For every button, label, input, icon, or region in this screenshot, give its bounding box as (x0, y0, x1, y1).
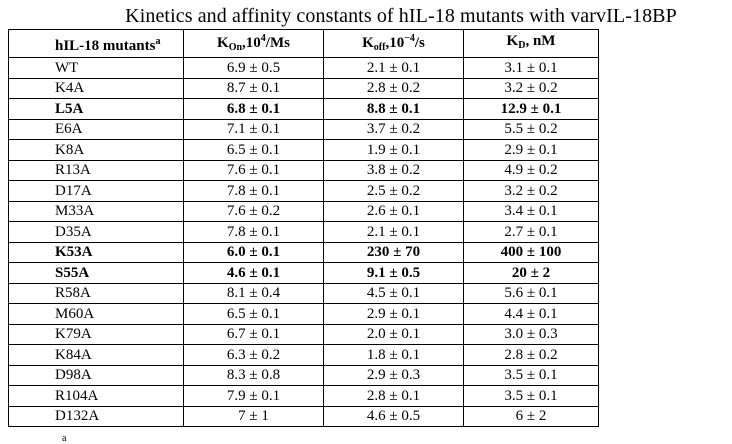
table-row: R13A 7.6 ± 0.1 3.8 ± 0.2 4.9 ± 0.2 (8, 159, 599, 181)
table-row: D132A 7 ± 1 4.6 ± 0.5 6 ± 2 (8, 405, 599, 427)
cell-mutant: D98A (8, 364, 184, 386)
table-row: R104A 7.9 ± 0.1 2.8 ± 0.1 3.5 ± 0.1 (8, 385, 599, 407)
cell-kon: 7.8 ± 0.1 (183, 180, 324, 202)
kinetics-table: hIL-18 mutantsa KOn,104/Ms Koff,10−4/s K… (8, 29, 599, 427)
cell-kon: 7.8 ± 0.1 (183, 221, 324, 243)
table-row: K79A 6.7 ± 0.1 2.0 ± 0.1 3.0 ± 0.3 (8, 323, 599, 345)
table-header-row: hIL-18 mutantsa KOn,104/Ms Koff,10−4/s K… (8, 29, 599, 58)
cell-koff: 2.9 ± 0.3 (323, 364, 464, 386)
cell-koff: 3.8 ± 0.2 (323, 159, 464, 181)
cell-kd: 5.5 ± 0.2 (463, 118, 599, 140)
cell-kon: 6.3 ± 0.2 (183, 344, 324, 366)
cell-mutant: D132A (8, 405, 184, 427)
table-row: WT 6.9 ± 0.5 2.1 ± 0.1 3.1 ± 0.1 (8, 57, 599, 79)
cell-koff: 2.6 ± 0.1 (323, 200, 464, 222)
table-row: M33A 7.6 ± 0.2 2.6 ± 0.1 3.4 ± 0.1 (8, 200, 599, 222)
cell-mutant: WT (8, 57, 184, 79)
cell-kon: 6.5 ± 0.1 (183, 303, 324, 325)
cell-mutant: D35A (8, 221, 184, 243)
cell-koff: 2.8 ± 0.1 (323, 385, 464, 407)
cell-kd: 3.2 ± 0.2 (463, 77, 599, 99)
table-row: R58A 8.1 ± 0.4 4.5 ± 0.1 5.6 ± 0.1 (8, 282, 599, 304)
cell-kon: 7.6 ± 0.2 (183, 200, 324, 222)
cell-mutant: L5A (8, 98, 184, 120)
cell-mutant: R58A (8, 282, 184, 304)
cell-mutant: R13A (8, 159, 184, 181)
table-row: M60A 6.5 ± 0.1 2.9 ± 0.1 4.4 ± 0.1 (8, 303, 599, 325)
header-kd: KD, nM (463, 29, 599, 58)
cell-mutant: M33A (8, 200, 184, 222)
cell-kon: 8.1 ± 0.4 (183, 282, 324, 304)
cell-kd: 3.0 ± 0.3 (463, 323, 599, 345)
cell-kd: 400 ± 100 (463, 241, 599, 263)
cell-kon: 7.6 ± 0.1 (183, 159, 324, 181)
cell-kd: 3.5 ± 0.1 (463, 364, 599, 386)
cell-mutant: S55A (8, 262, 184, 284)
table-row: D98A 8.3 ± 0.8 2.9 ± 0.3 3.5 ± 0.1 (8, 364, 599, 386)
cell-koff: 2.5 ± 0.2 (323, 180, 464, 202)
table-row: K8A 6.5 ± 0.1 1.9 ± 0.1 2.9 ± 0.1 (8, 139, 599, 161)
cell-kon: 6.9 ± 0.5 (183, 57, 324, 79)
cell-kd: 2.8 ± 0.2 (463, 344, 599, 366)
cell-koff: 2.1 ± 0.1 (323, 57, 464, 79)
cell-koff: 1.9 ± 0.1 (323, 139, 464, 161)
table-row: D35A 7.8 ± 0.1 2.1 ± 0.1 2.7 ± 0.1 (8, 221, 599, 243)
cell-kon: 7 ± 1 (183, 405, 324, 427)
cell-mutant: R104A (8, 385, 184, 407)
cell-kd: 2.9 ± 0.1 (463, 139, 599, 161)
cell-mutant: K4A (8, 77, 184, 99)
cell-koff: 4.5 ± 0.1 (323, 282, 464, 304)
cell-mutant: M60A (8, 303, 184, 325)
cell-kon: 4.6 ± 0.1 (183, 262, 324, 284)
cell-kd: 6 ± 2 (463, 405, 599, 427)
table-row: K4A 8.7 ± 0.1 2.8 ± 0.2 3.2 ± 0.2 (8, 77, 599, 99)
cell-koff: 2.8 ± 0.2 (323, 77, 464, 99)
table-row: E6A 7.1 ± 0.1 3.7 ± 0.2 5.5 ± 0.2 (8, 118, 599, 140)
cell-koff: 2.9 ± 0.1 (323, 303, 464, 325)
cell-koff: 2.1 ± 0.1 (323, 221, 464, 243)
footnote-superscript: a (155, 35, 161, 47)
cell-kon: 6.7 ± 0.1 (183, 323, 324, 345)
cell-kd: 3.4 ± 0.1 (463, 200, 599, 222)
cell-kon: 7.1 ± 0.1 (183, 118, 324, 140)
cell-koff: 230 ± 70 (323, 241, 464, 263)
table-row: L5A 6.8 ± 0.1 8.8 ± 0.1 12.9 ± 0.1 (8, 98, 599, 120)
cell-koff: 4.6 ± 0.5 (323, 405, 464, 427)
cell-kd: 3.2 ± 0.2 (463, 180, 599, 202)
cell-mutant: E6A (8, 118, 184, 140)
cell-kd: 3.1 ± 0.1 (463, 57, 599, 79)
header-kon: KOn,104/Ms (183, 29, 324, 58)
cell-kd: 5.6 ± 0.1 (463, 282, 599, 304)
cell-mutant: K84A (8, 344, 184, 366)
cell-koff: 1.8 ± 0.1 (323, 344, 464, 366)
cell-kon: 8.3 ± 0.8 (183, 364, 324, 386)
cell-kd: 4.9 ± 0.2 (463, 159, 599, 181)
table-row: K84A 6.3 ± 0.2 1.8 ± 0.1 2.8 ± 0.2 (8, 344, 599, 366)
cell-kd: 3.5 ± 0.1 (463, 385, 599, 407)
table-row: D17A 7.8 ± 0.1 2.5 ± 0.2 3.2 ± 0.2 (8, 180, 599, 202)
cell-mutant: K79A (8, 323, 184, 345)
cell-koff: 2.0 ± 0.1 (323, 323, 464, 345)
cell-mutant: D17A (8, 180, 184, 202)
cell-kd: 12.9 ± 0.1 (463, 98, 599, 120)
footnote-mark: a (62, 433, 67, 444)
cell-koff: 8.8 ± 0.1 (323, 98, 464, 120)
cell-kon: 6.0 ± 0.1 (183, 241, 324, 263)
cell-mutant: K8A (8, 139, 184, 161)
cell-kon: 8.7 ± 0.1 (183, 77, 324, 99)
table-row: S55A 4.6 ± 0.1 9.1 ± 0.5 20 ± 2 (8, 262, 599, 284)
cell-koff: 9.1 ± 0.5 (323, 262, 464, 284)
cell-kon: 6.5 ± 0.1 (183, 139, 324, 161)
header-koff: Koff,10−4/s (323, 29, 464, 58)
table-title: Kinetics and affinity constants of hIL-1… (125, 5, 677, 27)
cell-kon: 7.9 ± 0.1 (183, 385, 324, 407)
cell-mutant: K53A (8, 241, 184, 263)
table-row: K53A 6.0 ± 0.1 230 ± 70 400 ± 100 (8, 241, 599, 263)
header-mutant: hIL-18 mutantsa (8, 29, 184, 58)
cell-kd: 4.4 ± 0.1 (463, 303, 599, 325)
cell-kd: 20 ± 2 (463, 262, 599, 284)
cell-kon: 6.8 ± 0.1 (183, 98, 324, 120)
cell-kd: 2.7 ± 0.1 (463, 221, 599, 243)
cell-koff: 3.7 ± 0.2 (323, 118, 464, 140)
